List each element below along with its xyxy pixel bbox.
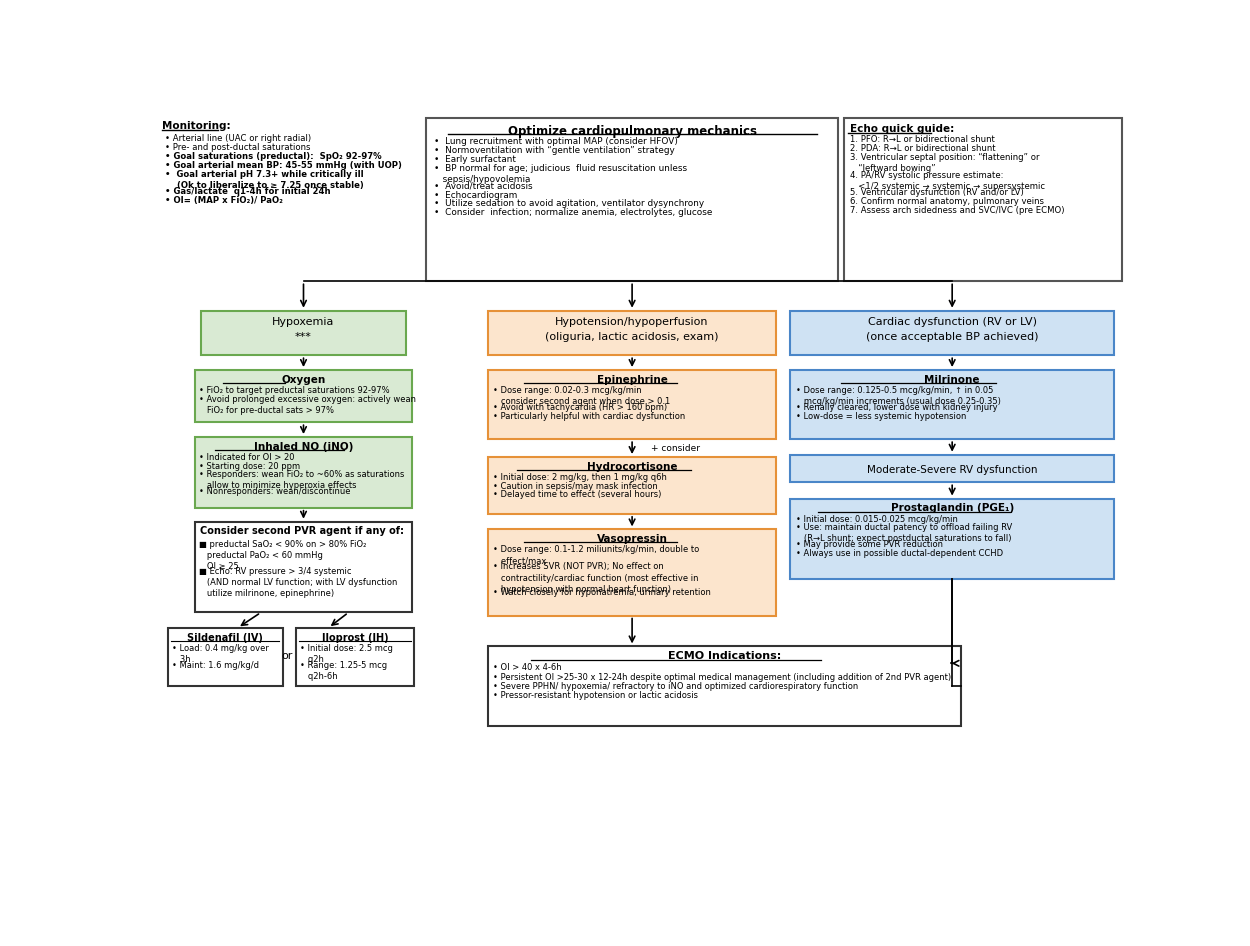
FancyBboxPatch shape	[488, 310, 776, 356]
Text: • Dose range: 0.1-1.2 miliunits/kg/min, double to
   effect/max: • Dose range: 0.1-1.2 miliunits/kg/min, …	[494, 546, 700, 566]
Text: •  Lung recruitment with optimal MAP (consider HFOV): • Lung recruitment with optimal MAP (con…	[434, 137, 678, 147]
Text: • OI > 40 x 4-6h: • OI > 40 x 4-6h	[494, 663, 562, 673]
Text: • Nonresponders: wean/discontinue: • Nonresponders: wean/discontinue	[199, 487, 350, 496]
Text: • Persistent OI >25-30 x 12-24h despite optimal medical management (including ad: • Persistent OI >25-30 x 12-24h despite …	[494, 673, 951, 681]
FancyBboxPatch shape	[845, 118, 1122, 281]
Text: • Watch closely for hyponatremia, urinary retention: • Watch closely for hyponatremia, urinar…	[494, 587, 711, 597]
Text: • Pre- and post-ductal saturations: • Pre- and post-ductal saturations	[165, 143, 310, 152]
Text: • Pressor-resistant hypotension or lactic acidosis: • Pressor-resistant hypotension or lacti…	[494, 691, 699, 700]
Text: • Always use in possible ductal-dependent CCHD: • Always use in possible ductal-dependen…	[796, 549, 1002, 557]
Text: • Renally cleared, lower dose with kidney injury: • Renally cleared, lower dose with kidne…	[796, 403, 998, 412]
Text: Oxygen: Oxygen	[281, 375, 325, 385]
Text: •  BP normal for age; judicious  fluid resuscitation unless
   sepsis/hypovolemi: • BP normal for age; judicious fluid res…	[434, 164, 686, 184]
Text: • Dose range: 0.02-0.3 mcg/kg/min
   consider second agent when dose > 0.1: • Dose range: 0.02-0.3 mcg/kg/min consid…	[494, 386, 670, 406]
FancyBboxPatch shape	[488, 457, 776, 514]
Text: 5. Ventricular dysfunction (RV and/or LV): 5. Ventricular dysfunction (RV and/or LV…	[850, 188, 1024, 197]
Text: • May provide some PVR reduction: • May provide some PVR reduction	[796, 540, 942, 549]
Text: Milrinone: Milrinone	[925, 375, 980, 385]
FancyBboxPatch shape	[195, 437, 412, 508]
Text: Optimize cardiopulmonary mechanics: Optimize cardiopulmonary mechanics	[508, 125, 756, 138]
Text: • Maint: 1.6 mg/kg/d: • Maint: 1.6 mg/kg/d	[171, 661, 259, 670]
Text: • Arterial line (UAC or right radial): • Arterial line (UAC or right radial)	[165, 134, 311, 143]
FancyBboxPatch shape	[790, 310, 1114, 356]
Text: Hypotension/hypoperfusion
(oliguria, lactic acidosis, exam): Hypotension/hypoperfusion (oliguria, lac…	[545, 317, 719, 342]
Text: •  Normoventilation with “gentle ventilation” strategy: • Normoventilation with “gentle ventilat…	[434, 147, 675, 155]
Text: • Low-dose = less systemic hypotension: • Low-dose = less systemic hypotension	[796, 412, 966, 421]
Text: Iloprost (IH): Iloprost (IH)	[321, 633, 389, 642]
Text: •  Utilize sedation to avoid agitation, ventilator dysynchrony: • Utilize sedation to avoid agitation, v…	[434, 200, 704, 208]
Text: 4. PA/RV systolic pressure estimate:
   <1/2 systemic → systemic → supersystemic: 4. PA/RV systolic pressure estimate: <1/…	[850, 170, 1045, 190]
Text: •  Avoid/treat acidosis: • Avoid/treat acidosis	[434, 182, 532, 191]
FancyBboxPatch shape	[488, 370, 776, 439]
Text: 1. PFO: R→L or bidirectional shunt: 1. PFO: R→L or bidirectional shunt	[850, 135, 995, 144]
Text: • Dose range: 0.125-0.5 mcg/kg/min, ↑ in 0.05
   mcg/kg/min increments (usual do: • Dose range: 0.125-0.5 mcg/kg/min, ↑ in…	[796, 386, 1000, 406]
Text: • Responders: wean FiO₂ to ~60% as saturations
   allow to minimize hyperoxia ef: • Responders: wean FiO₂ to ~60% as satur…	[199, 470, 404, 490]
Text: • Increases SVR (NOT PVR); No effect on
   contractility/cardiac function (most : • Increases SVR (NOT PVR); No effect on …	[494, 563, 699, 594]
Text: Epinephrine: Epinephrine	[596, 375, 668, 385]
Text: • Range: 1.25-5 mcg
   q2h-6h: • Range: 1.25-5 mcg q2h-6h	[300, 661, 386, 681]
FancyBboxPatch shape	[488, 530, 776, 616]
Text: • Indicated for OI > 20: • Indicated for OI > 20	[199, 453, 295, 462]
FancyBboxPatch shape	[790, 370, 1114, 439]
Text: Consider second PVR agent if any of:: Consider second PVR agent if any of:	[200, 526, 404, 536]
Text: • Avoid prolonged excessive oxygen: actively wean
   FiO₂ for pre-ductal sats > : • Avoid prolonged excessive oxygen: acti…	[199, 394, 416, 414]
Text: Prostaglandin (PGE₁): Prostaglandin (PGE₁)	[890, 503, 1014, 513]
FancyBboxPatch shape	[195, 370, 412, 422]
Text: Vasopressin: Vasopressin	[596, 534, 668, 544]
Text: Moderate-Severe RV dysfunction: Moderate-Severe RV dysfunction	[867, 465, 1038, 476]
FancyBboxPatch shape	[790, 455, 1114, 482]
Text: • Gas/lactate  q1-4h for initial 24h: • Gas/lactate q1-4h for initial 24h	[165, 187, 330, 197]
Text: 3. Ventricular septal position: “flattening” or
   “leftward bowing”: 3. Ventricular septal position: “flatten…	[850, 153, 1040, 173]
Text: •  Consider  infection; normalize anemia, electrolytes, glucose: • Consider infection; normalize anemia, …	[434, 208, 712, 218]
FancyBboxPatch shape	[201, 310, 406, 356]
Text: • FiO₂ to target preductal saturations 92-97%: • FiO₂ to target preductal saturations 9…	[199, 386, 390, 395]
Text: • Load: 0.4 mg/kg over
   3h: • Load: 0.4 mg/kg over 3h	[171, 644, 269, 664]
Text: • Initial dose: 2.5 mcg
   q2h: • Initial dose: 2.5 mcg q2h	[300, 644, 392, 664]
FancyBboxPatch shape	[488, 646, 961, 727]
FancyBboxPatch shape	[296, 628, 414, 687]
Text: • Caution in sepsis/may mask infection: • Caution in sepsis/may mask infection	[494, 482, 659, 491]
Text: Cardiac dysfunction (RV or LV)
(once acceptable BP achieved): Cardiac dysfunction (RV or LV) (once acc…	[866, 317, 1039, 342]
Text: ■ preductal SaO₂ < 90% on > 80% FiO₂
   preductal PaO₂ < 60 mmHg
   OI ≥ 25: ■ preductal SaO₂ < 90% on > 80% FiO₂ pre…	[199, 540, 366, 571]
Text: • Initial dose: 0.015-0.025 mcg/kg/min: • Initial dose: 0.015-0.025 mcg/kg/min	[796, 515, 958, 524]
Text: • Severe PPHN/ hypoxemia/ refractory to iNO and optimized cardiorespiratory func: • Severe PPHN/ hypoxemia/ refractory to …	[494, 682, 859, 691]
FancyBboxPatch shape	[426, 118, 839, 281]
Text: • Use: maintain ductal patency to offload failing RV
   (R→L shunt; expect postd: • Use: maintain ductal patency to offloa…	[796, 523, 1012, 543]
FancyBboxPatch shape	[790, 499, 1114, 579]
Text: • Goal saturations (preductal):  SpO₂ 92-97%: • Goal saturations (preductal): SpO₂ 92-…	[165, 152, 381, 161]
Text: •  Goal arterial pH 7.3+ while critically ill
    (Ok to liberalize to ≥ 7.25 on: • Goal arterial pH 7.3+ while critically…	[165, 169, 364, 190]
Text: Sildenafil (IV): Sildenafil (IV)	[188, 633, 264, 642]
Text: ECMO Indications:: ECMO Indications:	[668, 651, 781, 661]
Text: ■ Echo: RV pressure > 3/4 systemic
   (AND normal LV function; with LV dysfuncti: ■ Echo: RV pressure > 3/4 systemic (AND …	[199, 567, 398, 598]
Text: 2. PDA: R→L or bidirectional shunt: 2. PDA: R→L or bidirectional shunt	[850, 144, 995, 153]
Text: •  Echocardiogram: • Echocardiogram	[434, 190, 518, 200]
Text: + consider: + consider	[651, 444, 700, 453]
Text: • Delayed time to effect (several hours): • Delayed time to effect (several hours)	[494, 490, 661, 499]
Text: •  Early surfactant: • Early surfactant	[434, 155, 516, 164]
Text: 7. Assess arch sidedness and SVC/IVC (pre ECMO): 7. Assess arch sidedness and SVC/IVC (pr…	[850, 206, 1065, 215]
Text: 6. Confirm normal anatomy, pulmonary veins: 6. Confirm normal anatomy, pulmonary vei…	[850, 197, 1044, 206]
Text: • OI= (MAP x FiO₂)/ PaO₂: • OI= (MAP x FiO₂)/ PaO₂	[165, 197, 282, 205]
Text: Hydrocortisone: Hydrocortisone	[586, 462, 678, 471]
Text: • Avoid with tachycardia (HR > 160 bpm): • Avoid with tachycardia (HR > 160 bpm)	[494, 403, 668, 412]
Text: • Starting dose: 20 ppm: • Starting dose: 20 ppm	[199, 462, 300, 470]
Text: Inhaled NO (iNO): Inhaled NO (iNO)	[254, 442, 354, 451]
Text: • Goal arterial mean BP: 45-55 mmHg (with UOP): • Goal arterial mean BP: 45-55 mmHg (wit…	[165, 161, 401, 170]
FancyBboxPatch shape	[195, 521, 412, 612]
Text: Monitoring:: Monitoring:	[162, 121, 231, 131]
Text: Echo quick guide:: Echo quick guide:	[850, 124, 954, 133]
Text: • Initial dose: 2 mg/kg, then 1 mg/kg q6h: • Initial dose: 2 mg/kg, then 1 mg/kg q6…	[494, 473, 668, 482]
Text: Hypoxemia
***: Hypoxemia ***	[272, 317, 335, 342]
Text: • Particularly helpful with cardiac dysfunction: • Particularly helpful with cardiac dysf…	[494, 412, 685, 421]
FancyBboxPatch shape	[168, 628, 282, 687]
Text: or: or	[281, 652, 292, 661]
